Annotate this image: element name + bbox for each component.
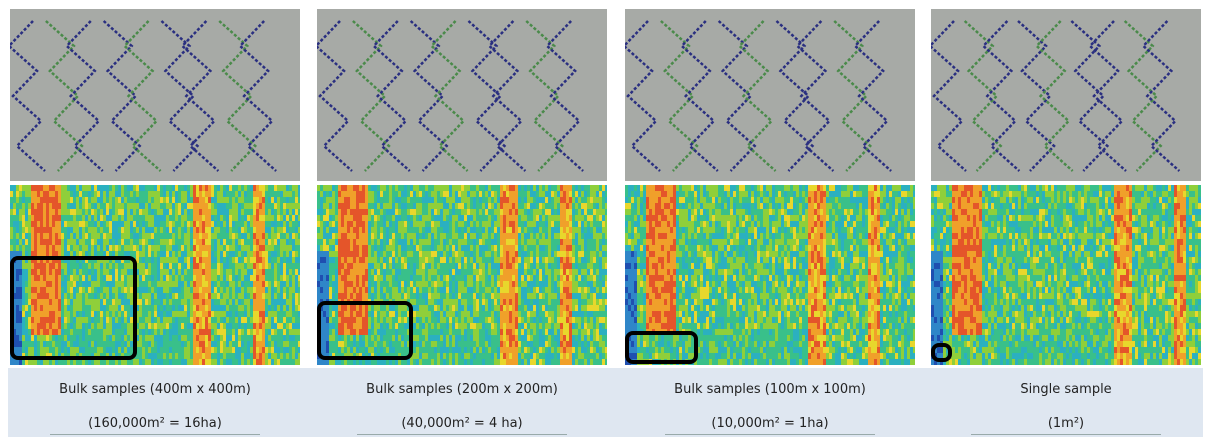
caption-rule bbox=[665, 434, 875, 435]
caption-area: (10,000m² = 1ha) bbox=[625, 416, 915, 431]
caption-size: Single sample bbox=[931, 382, 1201, 397]
caption-size: Bulk samples (100m x 100m) bbox=[625, 382, 915, 397]
caption-rule bbox=[971, 434, 1161, 435]
aerial-image bbox=[317, 9, 607, 181]
caption-area: (160,000m² = 16ha) bbox=[10, 416, 300, 431]
caption-area: (1m²) bbox=[931, 416, 1201, 431]
heat-map bbox=[10, 185, 300, 365]
aerial-image bbox=[931, 9, 1201, 181]
caption-rule bbox=[357, 434, 567, 435]
caption-area: (40,000m² = 4 ha) bbox=[317, 416, 607, 431]
caption-rule bbox=[50, 434, 260, 435]
aerial-image bbox=[10, 9, 300, 181]
heat-map bbox=[317, 185, 607, 365]
figure: Bulk samples (400m x 400m) (160,000m² = 1… bbox=[0, 0, 1211, 437]
heat-map bbox=[931, 185, 1201, 365]
aerial-image bbox=[625, 9, 915, 181]
caption-size: Bulk samples (200m x 200m) bbox=[317, 382, 607, 397]
heat-map bbox=[625, 185, 915, 365]
caption-size: Bulk samples (400m x 400m) bbox=[10, 382, 300, 397]
